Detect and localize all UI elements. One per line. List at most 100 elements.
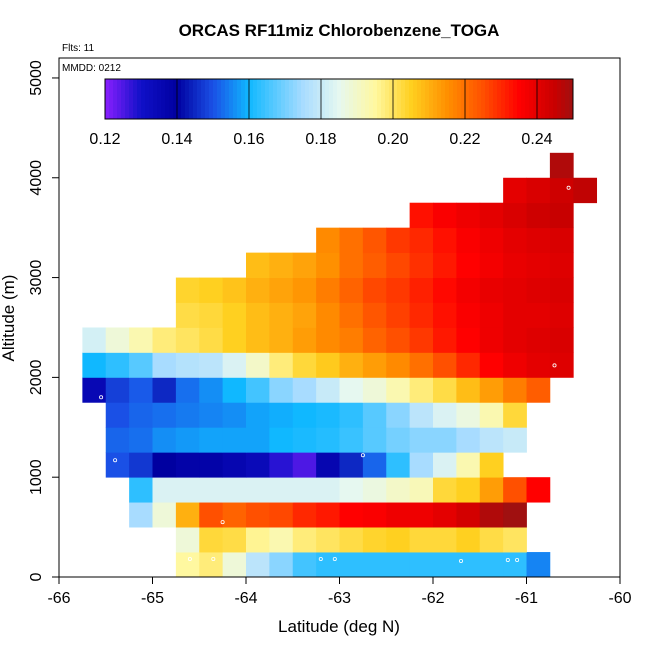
colorbar-segment bbox=[397, 79, 402, 119]
heatmap-cell bbox=[456, 402, 481, 428]
colorbar-segment bbox=[309, 79, 314, 119]
colorbar-segment bbox=[317, 79, 322, 119]
colorbar-segment bbox=[325, 79, 330, 119]
heatmap-cell bbox=[479, 552, 504, 578]
colorbar-segment bbox=[197, 79, 202, 119]
heatmap-cell bbox=[526, 252, 551, 278]
colorbar-segment bbox=[425, 79, 430, 119]
colorbar-segment bbox=[149, 79, 154, 119]
colorbar-segment bbox=[373, 79, 378, 119]
colorbar-tick-label: 0.22 bbox=[449, 131, 480, 148]
colorbar-segment bbox=[517, 79, 522, 119]
sample-point bbox=[318, 557, 323, 562]
heatmap-cell bbox=[433, 527, 457, 553]
heatmap-cell bbox=[386, 402, 411, 428]
heatmap-cell bbox=[362, 252, 387, 278]
heatmap-cell bbox=[246, 452, 270, 478]
colorbar-segment bbox=[549, 79, 554, 119]
heatmap-cell bbox=[409, 427, 434, 453]
heatmap-cell bbox=[129, 477, 153, 503]
heatmap-cell bbox=[292, 552, 317, 578]
heatmap-cell bbox=[409, 327, 434, 353]
heatmap-cell bbox=[339, 252, 364, 278]
heatmap-cell bbox=[479, 477, 504, 503]
heatmap-cell bbox=[175, 277, 200, 303]
heatmap-cell bbox=[246, 277, 270, 303]
heatmap-cell bbox=[246, 352, 270, 378]
heatmap-cell bbox=[456, 452, 481, 478]
colorbar-segment bbox=[349, 79, 354, 119]
colorbar-segment bbox=[277, 79, 282, 119]
heatmap-cell bbox=[433, 252, 457, 278]
heatmap-cell bbox=[269, 252, 294, 278]
colorbar-segment bbox=[153, 79, 158, 119]
heatmap-cell bbox=[222, 302, 247, 328]
heatmap-cell bbox=[479, 302, 504, 328]
heatmap-cell bbox=[152, 477, 177, 503]
heatmap-cell bbox=[362, 427, 387, 453]
heatmap-cell bbox=[479, 377, 504, 403]
heatmap-cell bbox=[456, 327, 481, 353]
colorbar-segment bbox=[301, 79, 306, 119]
colorbar-segment bbox=[417, 79, 422, 119]
colorbar-segment bbox=[557, 79, 562, 119]
heatmap-cell bbox=[222, 452, 247, 478]
heatmap-cells bbox=[82, 152, 598, 578]
heatmap-cell bbox=[433, 502, 457, 528]
heatmap-cell bbox=[479, 527, 504, 553]
flights-label: Flts: 11 bbox=[62, 43, 94, 54]
heatmap-cell bbox=[269, 302, 294, 328]
x-tick-label: -64 bbox=[234, 590, 257, 607]
heatmap-cell bbox=[503, 377, 527, 403]
heatmap-cell bbox=[362, 552, 387, 578]
colorbar-segment bbox=[473, 79, 478, 119]
heatmap-cell bbox=[456, 227, 481, 254]
colorbar-segment bbox=[141, 79, 146, 119]
colorbar-segment bbox=[461, 79, 466, 119]
heatmap-cell bbox=[503, 527, 527, 553]
heatmap-cell bbox=[175, 327, 200, 353]
heatmap-cell bbox=[409, 377, 434, 403]
colorbar-segment bbox=[193, 79, 198, 119]
heatmap-cell bbox=[316, 502, 340, 528]
heatmap-cell bbox=[246, 427, 270, 453]
heatmap-cell bbox=[175, 502, 200, 528]
heatmap-cell bbox=[433, 352, 457, 378]
colorbar-segment bbox=[485, 79, 490, 119]
heatmap-cell bbox=[292, 527, 317, 553]
heatmap-cell bbox=[105, 402, 130, 428]
heatmap-cell bbox=[292, 277, 317, 303]
colorbar-segment bbox=[457, 79, 462, 119]
heatmap-cell bbox=[246, 527, 270, 553]
colorbar-segment bbox=[261, 79, 266, 119]
heatmap-cell bbox=[503, 202, 527, 229]
heatmap-cell bbox=[362, 502, 387, 528]
colorbar-segment bbox=[169, 79, 174, 119]
heatmap-cell bbox=[316, 427, 340, 453]
heatmap-cell bbox=[549, 152, 574, 179]
heatmap-cell bbox=[456, 377, 481, 403]
heatmap-cell bbox=[386, 502, 411, 528]
colorbar-segment bbox=[177, 79, 182, 119]
colorbar-segment bbox=[509, 79, 514, 119]
colorbar-segment bbox=[237, 79, 242, 119]
heatmap-cell bbox=[222, 277, 247, 303]
heatmap-cell bbox=[433, 302, 457, 328]
heatmap-cell bbox=[339, 327, 364, 353]
heatmap-cell bbox=[82, 352, 107, 378]
colorbar-segment bbox=[329, 79, 334, 119]
heatmap-cell bbox=[246, 302, 270, 328]
heatmap-cell bbox=[269, 452, 294, 478]
heatmap-cell bbox=[339, 227, 364, 254]
heatmap-cell bbox=[479, 327, 504, 353]
date-label: MMDD: 0212 bbox=[62, 63, 121, 74]
heatmap-cell bbox=[199, 352, 224, 378]
heatmap-cell bbox=[503, 352, 527, 378]
colorbar-segment bbox=[345, 79, 350, 119]
colorbar-segment bbox=[113, 79, 118, 119]
heatmap-cell bbox=[199, 277, 224, 303]
heatmap-cell bbox=[362, 452, 387, 478]
heatmap-cell bbox=[175, 427, 200, 453]
colorbar-segment bbox=[273, 79, 278, 119]
heatmap-cell bbox=[339, 402, 364, 428]
